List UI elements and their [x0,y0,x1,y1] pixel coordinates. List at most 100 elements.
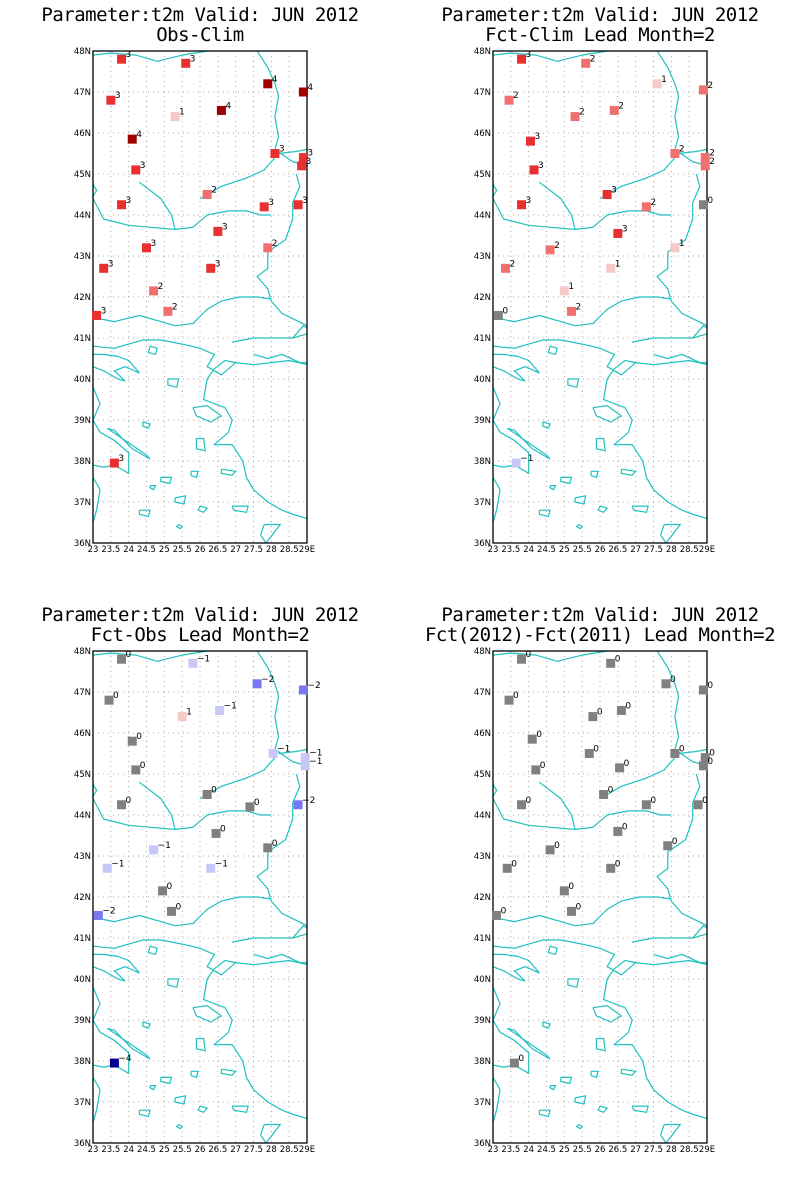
station-marker [102,863,112,873]
station-marker [117,200,127,210]
station-marker [211,828,221,838]
station-marker [99,263,109,273]
coastline [656,51,707,167]
panel-1-title: Parameter:t2m Valid: JUN 2012 Obs-Clim [0,5,400,45]
lon-tick-label: 24.5 [537,1145,556,1155]
coastline [93,51,209,62]
coastline [253,353,307,364]
station-marker [613,228,623,238]
coastline [493,986,530,1075]
coastline [220,1068,237,1077]
coastline [692,324,707,339]
station-marker [213,226,223,236]
lat-tick-label: 38N [474,457,491,467]
station-value-label: 3 [268,198,274,208]
station-value-label: 3 [108,259,114,269]
coastline [93,477,101,523]
coastline [692,924,707,939]
station-marker [566,906,576,916]
coastline [538,509,551,518]
coastline [199,157,276,200]
station-value-label: 4 [136,130,142,140]
lat-tick-label: 42N [474,893,491,903]
coastline [138,1109,151,1118]
map-panel-fct-diff: 48N47N46N45N44N43N42N41N40N39N38N37N36N2… [474,647,715,1155]
station-marker [663,841,673,851]
station-marker [117,654,127,664]
coastline [138,509,151,518]
station-marker [500,263,510,273]
panel-2-title-line1: Parameter:t2m Valid: JUN 2012 [441,4,759,26]
station-marker [93,910,103,920]
coastline [93,1077,101,1123]
station-marker [570,112,580,122]
station-value-label: 0 [554,841,560,851]
station-marker [149,845,159,855]
station-marker [509,1058,519,1068]
lon-tick-label: 23.5 [101,1145,120,1155]
station-marker [606,263,616,273]
station-value-label: 0 [526,650,532,660]
coastline [93,353,140,382]
station-value-label: 2 [513,91,519,101]
lat-tick-label: 45N [474,170,491,180]
station-marker [492,910,502,920]
coastline [506,427,551,460]
station-marker [216,105,226,115]
coastline [202,378,307,519]
station-marker [298,685,308,695]
station-marker [502,863,512,873]
station-marker [270,149,280,158]
station-marker [517,54,527,64]
coastline [549,1085,557,1091]
coastline [659,1123,682,1143]
coastline [175,1123,184,1130]
lat-tick-label: 48N [74,47,91,57]
coastline [602,378,707,519]
station-value-label: 0 [511,859,517,869]
station-value-label: 0 [136,732,142,742]
map-panel-fct-clim: 48N47N46N45N44N43N42N41N40N39N38N37N36N2… [474,47,715,555]
lat-tick-label: 37N [474,1098,491,1108]
station-marker [298,153,308,163]
station-marker [615,763,625,773]
station-marker [92,310,102,320]
coastline [606,959,636,980]
station-value-label: 2 [709,157,715,167]
lon-tick-label: 28.5 [280,545,299,555]
station-marker [117,54,127,64]
station-marker [177,712,187,722]
station-marker [700,161,710,171]
coastline [106,427,151,460]
station-marker [206,263,216,273]
lat-tick-label: 46N [474,729,491,739]
station-marker [698,685,708,695]
coastline [574,495,587,505]
lat-tick-label: 48N [474,647,491,657]
station-value-label: 0 [672,837,678,847]
lon-tick-label: 29E [299,1145,315,1155]
lon-tick-label: 23.5 [101,545,120,555]
lat-tick-label: 46N [74,729,91,739]
coastline [595,437,607,452]
lon-tick-label: 27 [230,1145,241,1155]
station-value-label: 3 [115,91,121,101]
coastline [93,939,307,976]
lat-tick-label: 41N [74,334,91,344]
coastline [93,896,272,927]
station-marker [263,843,273,853]
station-value-label: 2 [509,259,515,269]
lon-tick-label: 25 [559,1145,570,1155]
coastline [493,296,672,327]
panel-2-title-line2: Fct-Clim Lead Month=2 [485,24,715,46]
lat-tick-label: 41N [474,334,491,344]
coastline [93,386,130,475]
coastline [259,523,282,543]
station-marker [300,761,310,771]
station-marker [163,306,173,316]
coastline [602,978,707,1119]
station-value-label: 3 [279,145,285,155]
lon-tick-label: 23.5 [501,545,520,555]
station-marker [127,736,137,746]
coastline [493,51,609,62]
